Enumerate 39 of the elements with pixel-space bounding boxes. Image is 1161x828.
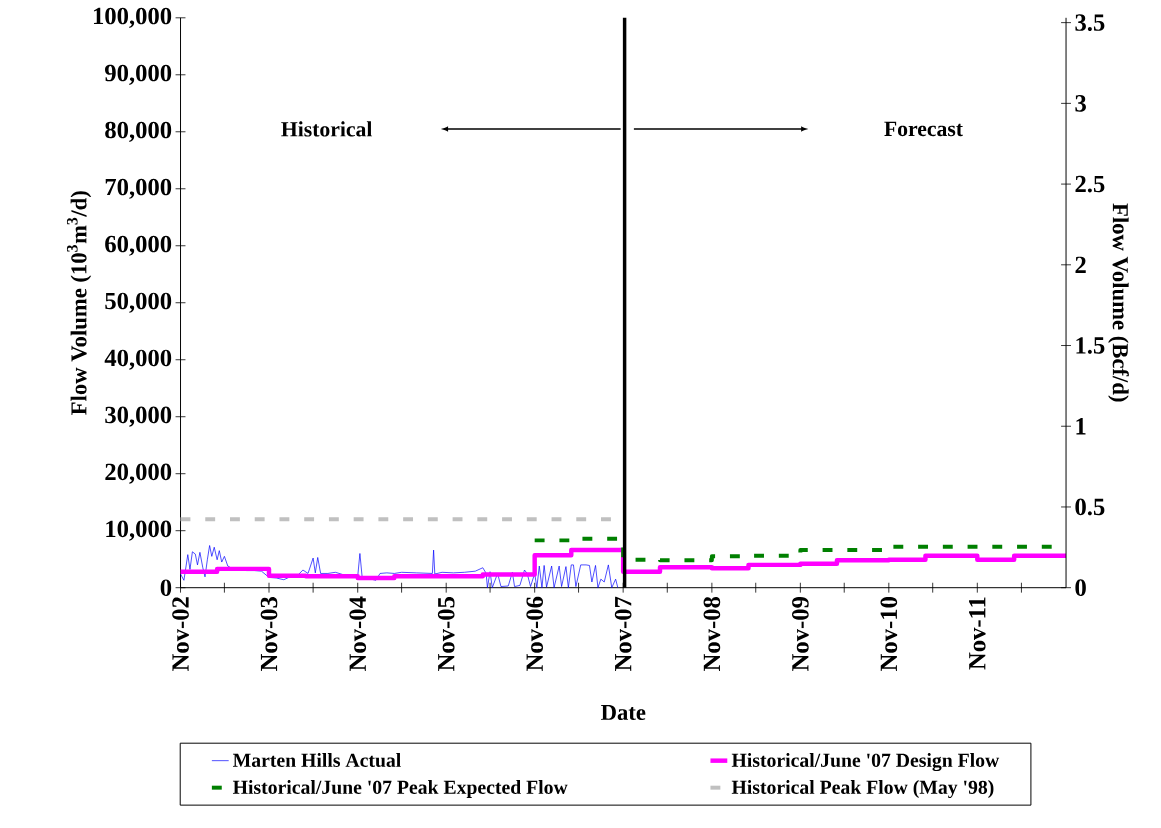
y2-tick-label: 0.5: [1075, 498, 1105, 516]
x-axis-title: Date: [601, 704, 646, 720]
legend-label: Historical Peak Flow (May '98): [731, 780, 994, 798]
legend-label: Marten Hills Actual: [232, 753, 401, 767]
y2-tick-label: 2: [1075, 256, 1086, 273]
x-tick-label: Nov-09: [792, 596, 809, 671]
x-tick-label: Nov-10: [880, 597, 898, 671]
legend-label: Historical/June '07 Peak Expected Flow: [232, 780, 568, 798]
annotation: Historical: [281, 121, 373, 137]
y-tick-label: 90,000: [105, 64, 172, 85]
y-axis-title: Flow Volume (10$^{3}$m$^{3}$/d): [66, 191, 92, 415]
x-tick-label: Nov-06: [526, 596, 543, 671]
y-tick-label: 10,000: [106, 520, 172, 541]
y-tick-label: 100,000: [93, 7, 172, 28]
x-tick-label: Nov-11: [969, 597, 986, 670]
x-tick-label: Nov-03: [260, 596, 278, 671]
y-tick-label: 20,000: [105, 463, 172, 484]
y-tick-label: 60,000: [105, 235, 172, 256]
y2-tick-label: 3: [1075, 95, 1086, 112]
annotation: Forecast: [884, 121, 963, 137]
y-tick-label: 0: [160, 579, 172, 596]
x-tick-label: Nov-02: [172, 597, 189, 671]
y2-axis-title: Flow Volume (Bcf/d): [1108, 203, 1129, 402]
x-tick-label: Nov-04: [349, 596, 367, 671]
legend-label: Historical/June '07 Design Flow: [731, 753, 1000, 772]
y-tick-label: 50,000: [105, 292, 172, 313]
x-tick-label: Nov-08: [703, 596, 721, 671]
y2-tick-label: 1: [1076, 418, 1086, 435]
line-series: [180, 545, 619, 588]
y-tick-label: 30,000: [105, 406, 172, 427]
y-tick-label: 70,000: [105, 178, 172, 199]
y2-tick-label: 1.5: [1076, 337, 1105, 354]
x-tick-label: Nov-07: [614, 596, 632, 671]
y2-tick-label: 3.5: [1075, 14, 1105, 31]
y2-tick-label: 0: [1075, 579, 1086, 596]
x-tick-label: Nov-05: [437, 596, 455, 671]
y-tick-label: 40,000: [104, 349, 172, 370]
y2-tick-label: 2.5: [1075, 175, 1105, 193]
y-tick-label: 80,000: [105, 121, 172, 142]
